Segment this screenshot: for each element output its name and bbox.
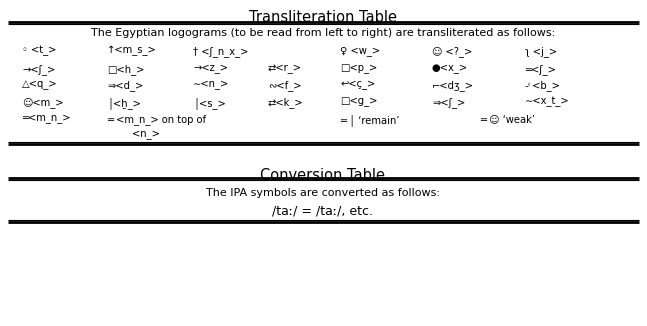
Text: ═<m_n_>: ═<m_n_> <box>22 114 71 124</box>
Text: □<h_>: □<h_> <box>107 64 144 75</box>
Text: ☺<m_>: ☺<m_> <box>22 97 63 108</box>
Text: ↑<m_s_>: ↑<m_s_> <box>107 46 157 56</box>
Text: →<ʃ_>: →<ʃ_> <box>22 64 55 75</box>
Text: ◦ <t_>: ◦ <t_> <box>22 46 56 56</box>
Text: /taː/ = /taː/, etc.: /taː/ = /taː/, etc. <box>272 204 373 217</box>
Text: →<z_>: →<z_> <box>193 64 228 74</box>
Text: ⇒<ʃ_>: ⇒<ʃ_> <box>432 97 465 108</box>
Text: │<s_>: │<s_> <box>193 97 226 109</box>
Text: □<p_>: □<p_> <box>340 64 377 74</box>
Text: ∼<x_t_>: ∼<x_t_> <box>525 97 569 107</box>
Text: ═<ʃ_>: ═<ʃ_> <box>525 64 556 75</box>
Text: † <ʃ_n_x_>: † <ʃ_n_x_> <box>193 46 248 57</box>
Text: ∾<f_>: ∾<f_> <box>268 80 302 91</box>
Text: ●<x_>: ●<x_> <box>432 64 468 74</box>
Text: │<ẖ_>: │<ẖ_> <box>107 97 141 109</box>
Text: ☺ <?_>: ☺ <?_> <box>432 46 472 57</box>
Text: ⇄<r_>: ⇄<r_> <box>268 64 302 74</box>
Text: ⌏<b_>: ⌏<b_> <box>525 80 561 91</box>
Text: ♀ <w_>: ♀ <w_> <box>340 46 380 56</box>
Text: The IPA symbols are converted as follows:: The IPA symbols are converted as follows… <box>206 188 440 198</box>
Text: ⇄<k_>: ⇄<k_> <box>268 97 303 108</box>
Text: ═ ☺ ‘weak’: ═ ☺ ‘weak’ <box>480 114 535 124</box>
Text: Transliteration Table: Transliteration Table <box>249 10 397 25</box>
Text: <n_>: <n_> <box>132 130 160 140</box>
Text: ═ │ ‘remain’: ═ │ ‘remain’ <box>340 114 399 126</box>
Text: ʅ <j_>: ʅ <j_> <box>525 46 557 57</box>
Text: The Egyptian logograms (to be read from left to right) are transliterated as fol: The Egyptian logograms (to be read from … <box>91 28 555 38</box>
Text: ═ <m_n_> on top of: ═ <m_n_> on top of <box>107 114 206 125</box>
Text: ∼<n_>: ∼<n_> <box>193 80 229 90</box>
Text: ⌐<dʒ_>: ⌐<dʒ_> <box>432 80 474 91</box>
Text: △<q_>: △<q_> <box>22 80 58 90</box>
Text: ⇒<d_>: ⇒<d_> <box>107 80 143 91</box>
Text: Conversion Table: Conversion Table <box>261 168 386 183</box>
Text: □<g_>: □<g_> <box>340 97 377 107</box>
Text: ↩<ç_>: ↩<ç_> <box>340 80 375 90</box>
